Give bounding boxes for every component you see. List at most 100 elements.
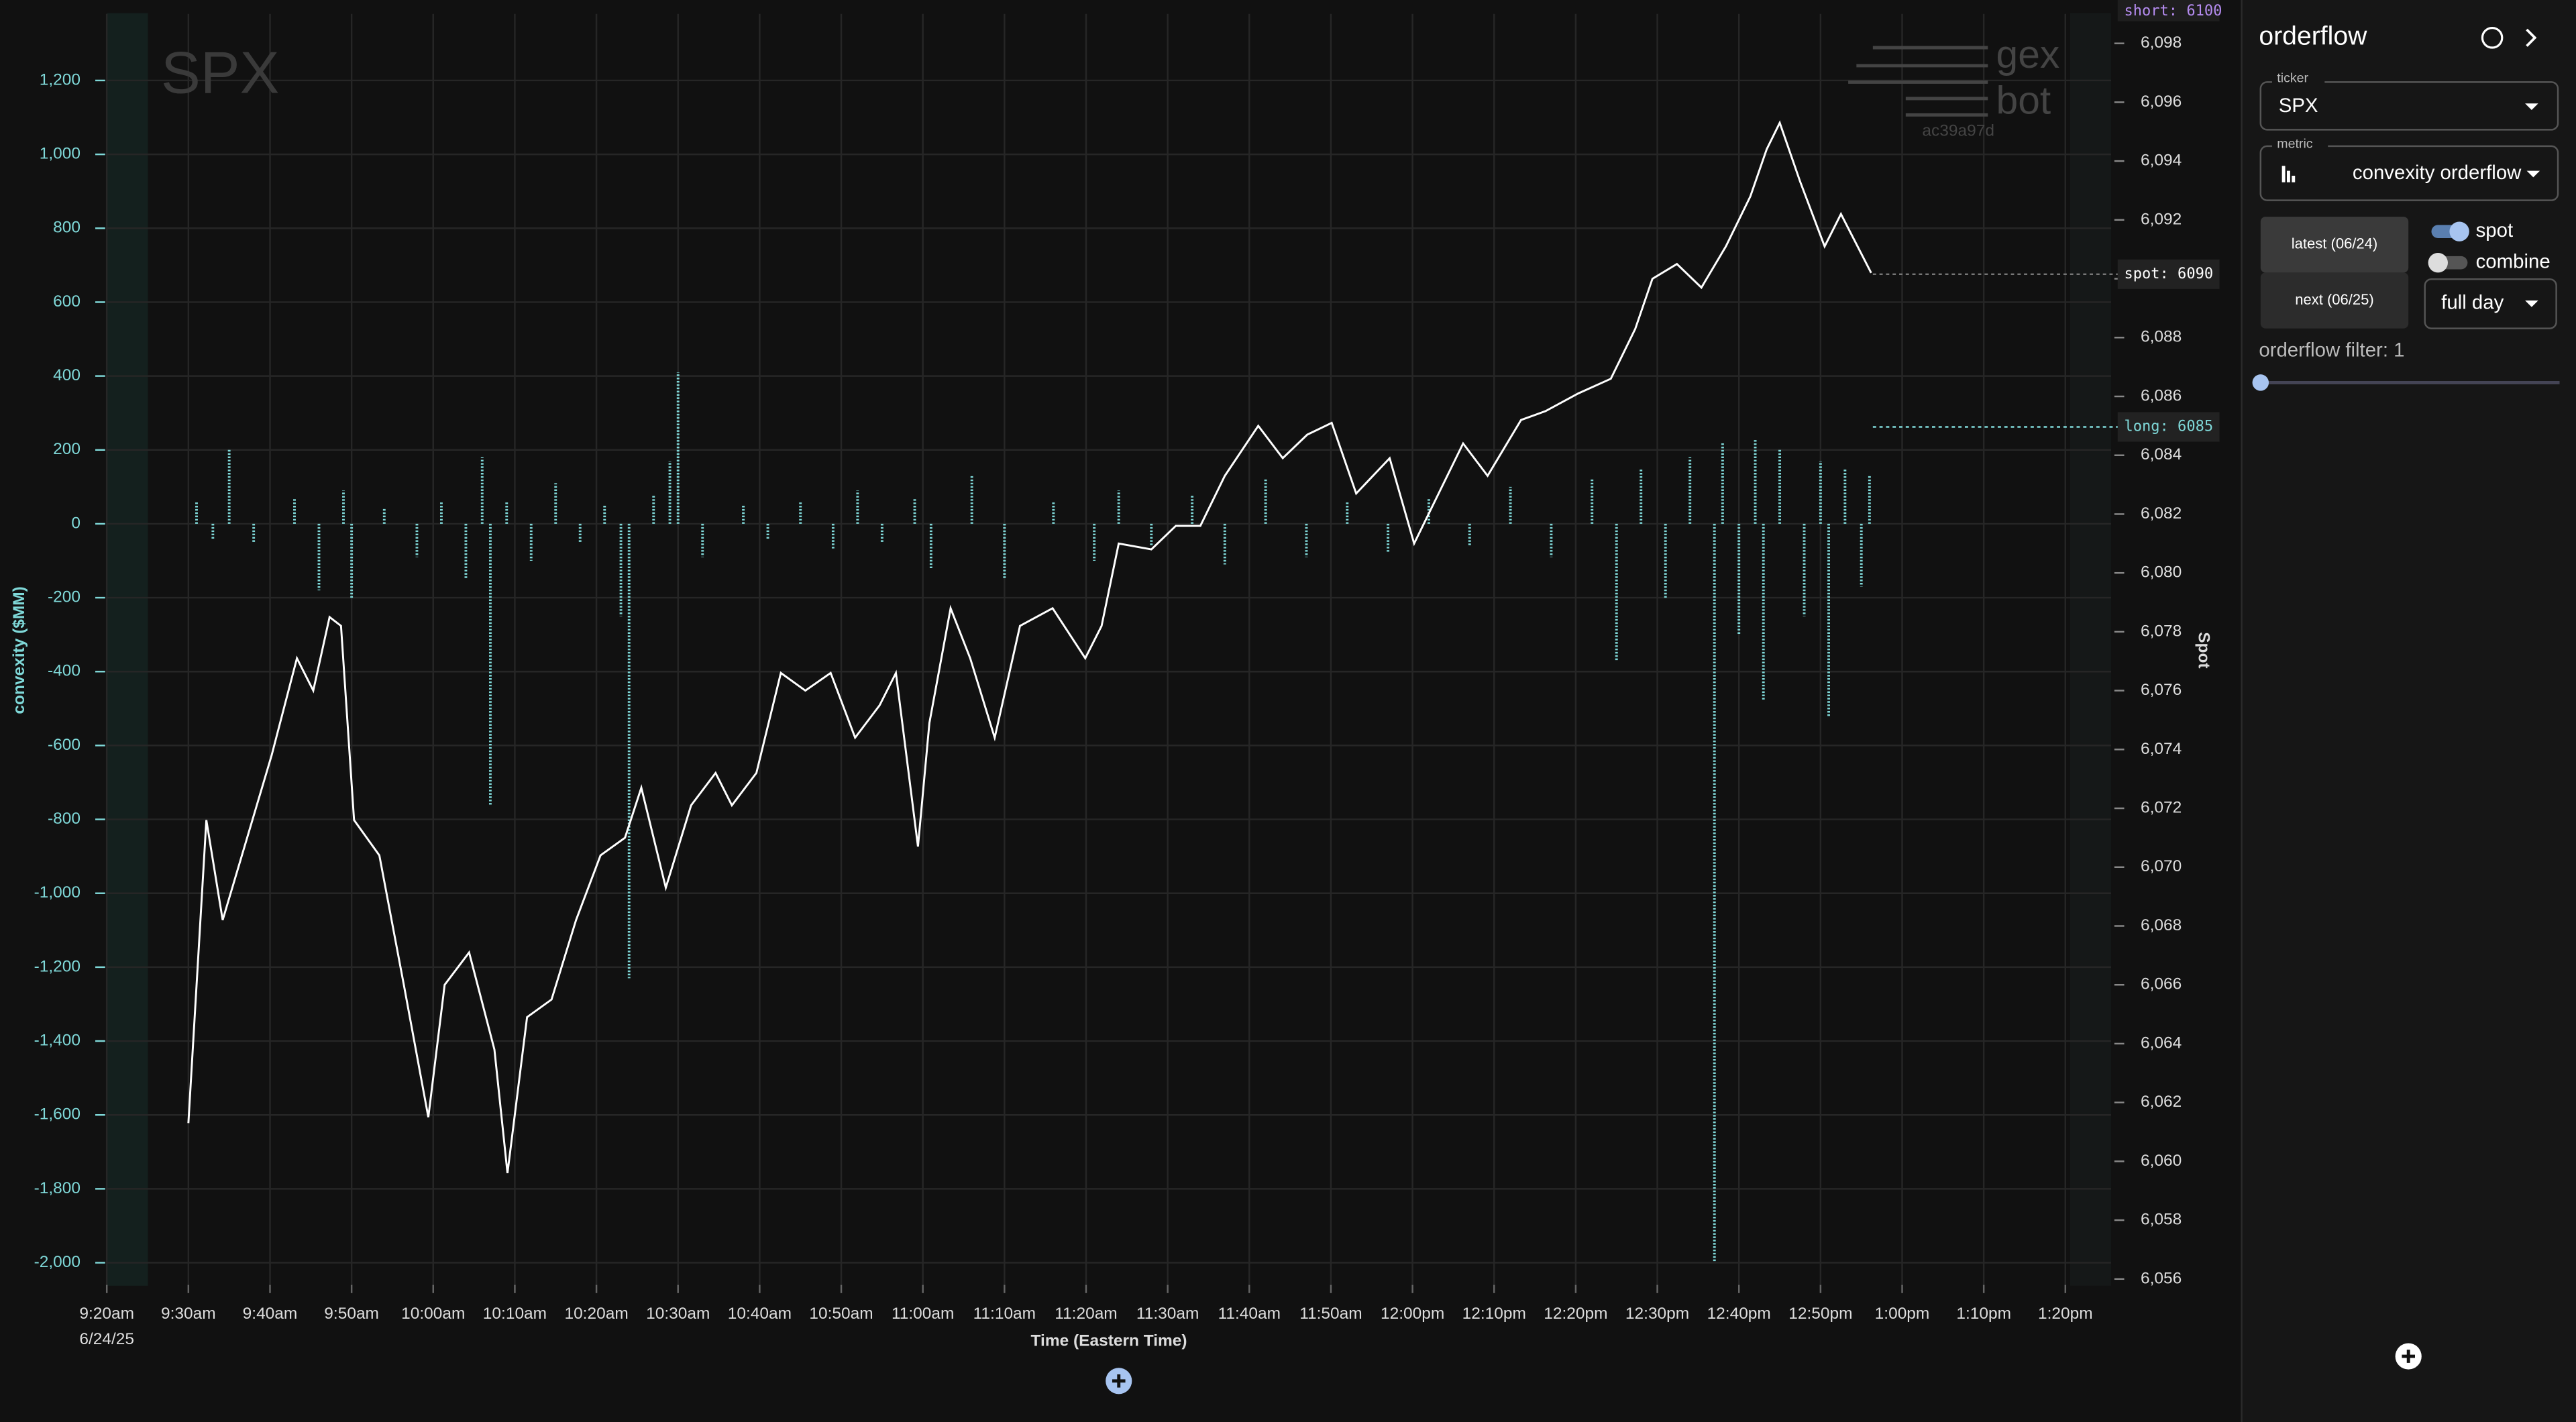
x-tick-label: 11:40am bbox=[1218, 1305, 1281, 1323]
y-tick-label: -600 bbox=[48, 736, 80, 754]
y-tick-label: 600 bbox=[53, 292, 80, 311]
sidebar-title: orderflow bbox=[2259, 22, 2367, 51]
tag-box bbox=[2117, 259, 2220, 289]
x-tick-label: 11:20am bbox=[1055, 1305, 1117, 1323]
x-tick-label: 11:10am bbox=[973, 1305, 1036, 1323]
next-label[interactable]: next (06/25) bbox=[2295, 291, 2374, 308]
y2-tick-label: 6,098 bbox=[2141, 34, 2182, 52]
metric-icon bbox=[2282, 166, 2296, 182]
x-tick-label: 12:50pm bbox=[1788, 1305, 1852, 1323]
short-tag: short: 6100 bbox=[2125, 3, 2222, 19]
x-tick-label: 10:00am bbox=[401, 1305, 465, 1323]
x-tick-label: 12:00pm bbox=[1381, 1305, 1444, 1323]
y-tick-label: -1,400 bbox=[34, 1032, 80, 1050]
x-axis-label: Time (Eastern Time) bbox=[1031, 1332, 1187, 1350]
pre-market-shade bbox=[107, 13, 148, 1286]
spot-line bbox=[187, 120, 1872, 1174]
y-tick-label: 1,200 bbox=[40, 70, 80, 89]
logo-lines bbox=[1848, 46, 1988, 117]
range-value[interactable]: full day bbox=[2441, 292, 2504, 314]
dropdown-arrow bbox=[2526, 170, 2540, 178]
y2-tick-label: 6,086 bbox=[2141, 386, 2182, 404]
y2-tick-label: 6,062 bbox=[2141, 1093, 2182, 1111]
metric-select[interactable] bbox=[2259, 145, 2559, 201]
x-tick-label: 11:00am bbox=[892, 1305, 954, 1323]
y2-tick-label: 6,094 bbox=[2141, 152, 2182, 170]
y2-tick-label: 6,056 bbox=[2141, 1269, 2182, 1287]
y2-tick-label: 6,082 bbox=[2141, 504, 2182, 523]
y-axis-label: convexity ($MM) bbox=[10, 586, 28, 714]
range-select[interactable] bbox=[2424, 278, 2557, 329]
y2-tick-label: 6,084 bbox=[2141, 445, 2182, 463]
x-tick-label: 10:20am bbox=[564, 1305, 628, 1323]
x-tick-label: 10:10am bbox=[483, 1305, 547, 1323]
spot-toggle-thumb[interactable] bbox=[2449, 221, 2469, 241]
y2-tick-label: 6,064 bbox=[2141, 1034, 2182, 1052]
collapse-icon[interactable] bbox=[2526, 28, 2537, 47]
combine-toggle-label: combine bbox=[2476, 250, 2551, 272]
x-tick-label: 12:30pm bbox=[1625, 1305, 1689, 1323]
y2-tick-label: 6,092 bbox=[2141, 210, 2182, 228]
post-shade bbox=[2070, 13, 2111, 1286]
long-tag: long: 6085 bbox=[2125, 418, 2214, 435]
help-icon[interactable] bbox=[2481, 27, 2504, 49]
ticker-label: ticker bbox=[2277, 71, 2308, 86]
ticker-select[interactable] bbox=[2259, 81, 2559, 131]
y-tick-label: -1,000 bbox=[34, 883, 80, 901]
latest-button[interactable] bbox=[2260, 217, 2409, 273]
x-tick-label: 10:30am bbox=[646, 1305, 710, 1323]
y2-axis-label: Spot bbox=[2195, 632, 2213, 668]
metric-label: metric bbox=[2277, 137, 2313, 152]
x-tick-label: 10:40am bbox=[728, 1305, 792, 1323]
spot-toggle-label: spot bbox=[2476, 219, 2514, 241]
x-tick-label: 11:30am bbox=[1136, 1305, 1199, 1323]
y2-tick-label: 6,072 bbox=[2141, 799, 2182, 817]
add-icon bbox=[2402, 1350, 2415, 1363]
x-date: 6/24/25 bbox=[79, 1330, 134, 1348]
y-tick-label: -1,800 bbox=[34, 1179, 80, 1197]
label-bg bbox=[2271, 136, 2328, 153]
add-panel-button[interactable] bbox=[2395, 1343, 2422, 1370]
y-tick-label: 400 bbox=[53, 366, 80, 384]
latest-label[interactable]: latest (06/24) bbox=[2292, 235, 2378, 252]
x-tick-label: 10:50am bbox=[809, 1305, 873, 1323]
hash: ac39a97d bbox=[1922, 121, 1994, 140]
x-tick-label: 12:10pm bbox=[1462, 1305, 1526, 1323]
y-tick-label: -200 bbox=[48, 588, 80, 606]
dropdown-arrow bbox=[2525, 103, 2538, 111]
x-tick-label: 1:20pm bbox=[2038, 1305, 2093, 1323]
logo-text: gex bbox=[1996, 33, 2060, 76]
y-tick-label: -2,000 bbox=[34, 1253, 80, 1271]
filter-slider-thumb[interactable] bbox=[2252, 374, 2269, 391]
y2-tick-label: 6,068 bbox=[2141, 916, 2182, 934]
next-button[interactable] bbox=[2260, 272, 2409, 329]
x-tick-label: 11:50am bbox=[1299, 1305, 1362, 1323]
spot-tag: spot: 6090 bbox=[2125, 266, 2214, 282]
x-tick-label: 9:50am bbox=[324, 1305, 379, 1323]
ticker-value[interactable]: SPX bbox=[2279, 95, 2318, 117]
sidebar bbox=[2241, 0, 2576, 1422]
y2-tick-label: 6,076 bbox=[2141, 681, 2182, 699]
y2-tick-label: 6,070 bbox=[2141, 857, 2182, 875]
y-tick-label: 0 bbox=[71, 514, 80, 532]
logo-text: bot bbox=[1996, 79, 2051, 123]
y2-tick-label: 6,078 bbox=[2141, 622, 2182, 640]
dropdown-arrow bbox=[2525, 300, 2538, 307]
tag-box bbox=[2117, 412, 2220, 442]
y2-tick-label: 6,088 bbox=[2141, 328, 2182, 346]
watermark: SPX bbox=[161, 39, 279, 105]
x-tick-label: 1:00pm bbox=[1875, 1305, 1930, 1323]
y2-tick-label: 6,074 bbox=[2141, 740, 2182, 758]
x-tick-label: 12:40pm bbox=[1707, 1305, 1771, 1323]
plot: 9:20am 9:30am 9:40am 9:50am 10:00am 10:10am 10… bbox=[34, 13, 2182, 1323]
x-tick-label: 9:20am bbox=[79, 1305, 134, 1323]
y2-tick-label: 6,060 bbox=[2141, 1152, 2182, 1170]
combine-toggle-thumb[interactable] bbox=[2428, 252, 2448, 273]
add-chart-button[interactable] bbox=[1106, 1368, 1132, 1394]
metric-value[interactable]: convexity orderflow bbox=[2353, 162, 2522, 184]
y-tick-label: -800 bbox=[48, 810, 80, 828]
y-tick-label: 800 bbox=[53, 219, 80, 237]
